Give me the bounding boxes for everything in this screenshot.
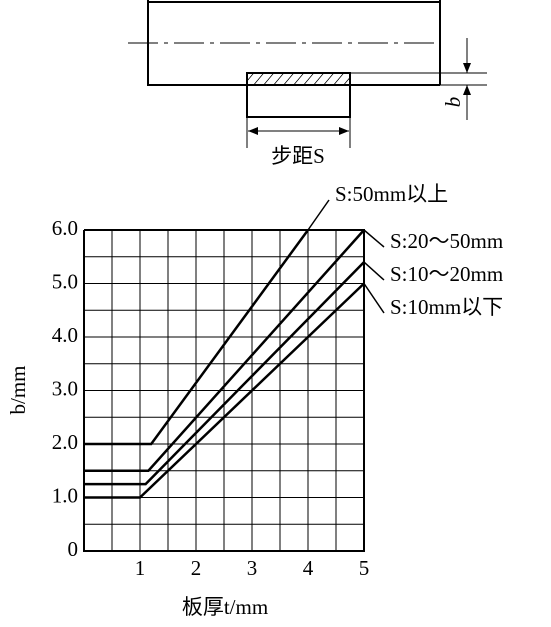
legend-label: S:50mm以上 bbox=[335, 182, 448, 206]
x-tick-label: 5 bbox=[359, 556, 370, 580]
series-line bbox=[84, 261, 365, 486]
pitch-label: 步距S bbox=[271, 144, 325, 168]
series-line bbox=[84, 282, 365, 499]
legend-label: S:20～50mm bbox=[390, 229, 503, 253]
series-line bbox=[84, 229, 310, 446]
x-axis-label: 板厚t/mm bbox=[182, 595, 268, 619]
y-tick-label: 6.0 bbox=[52, 216, 78, 240]
y-tick-label: 4.0 bbox=[52, 323, 78, 347]
ext-lines bbox=[350, 72, 487, 86]
leader-line bbox=[363, 229, 385, 248]
y-tick-label: 2.0 bbox=[52, 430, 78, 454]
legend-label: S:10mm以下 bbox=[390, 295, 503, 319]
y-axis-label: b/mm bbox=[6, 365, 30, 414]
x-tick-label: 4 bbox=[303, 556, 314, 580]
x-tick-label: 2 bbox=[191, 556, 202, 580]
y-tick-label: 0 bbox=[68, 537, 79, 561]
series-line bbox=[84, 229, 365, 472]
plate-diagram bbox=[128, 0, 487, 148]
y-tick-label: 1.0 bbox=[52, 483, 78, 507]
leader-line bbox=[363, 283, 385, 314]
leader-line bbox=[363, 261, 385, 281]
x-tick-label: 3 bbox=[247, 556, 258, 580]
legend-label: S:10～20mm bbox=[390, 262, 503, 286]
hatch bbox=[248, 74, 349, 85]
x-tick-label: 1 bbox=[135, 556, 146, 580]
die bbox=[246, 72, 351, 118]
y-tick-label: 3.0 bbox=[52, 376, 78, 400]
ext-lines bbox=[246, 117, 351, 148]
b-label: b bbox=[441, 97, 465, 108]
leader-line bbox=[307, 199, 330, 231]
y-tick-label: 5.0 bbox=[52, 269, 78, 293]
